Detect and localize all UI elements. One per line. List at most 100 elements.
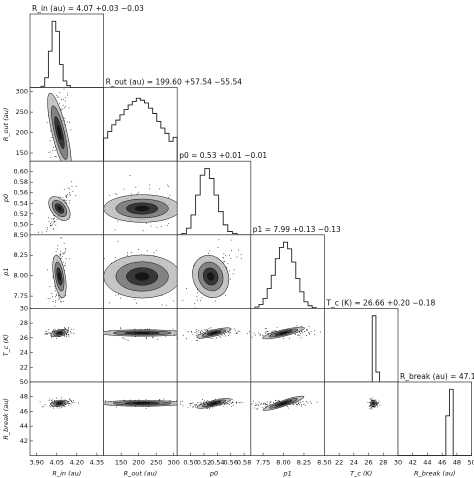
sample-point: [177, 338, 179, 340]
sample-point: [72, 401, 74, 403]
density-Rbreak-Rout: [103, 398, 178, 409]
sample-point: [230, 250, 232, 252]
sample-point: [297, 404, 298, 406]
x-axis-label-Tc: T_c (K): [350, 470, 372, 478]
sample-point: [61, 237, 63, 239]
sample-point: [63, 300, 65, 302]
sample-point: [369, 398, 371, 400]
x-tick-label: 8.25: [297, 459, 311, 467]
sample-point: [197, 402, 199, 404]
sample-point: [275, 399, 277, 401]
panel-Rbreak-Rbreak: [397, 381, 472, 457]
sample-point: [123, 188, 125, 190]
title-Tc: T_c (K) = 26.66 +0.20 −0.18: [325, 298, 435, 307]
sample-point: [271, 330, 273, 332]
sample-point: [296, 403, 298, 405]
sample-point: [205, 401, 207, 402]
sample-point: [53, 217, 55, 219]
sample-point: [294, 402, 296, 404]
sample-point: [58, 295, 60, 297]
sample-point: [65, 247, 66, 249]
sample-point: [203, 401, 205, 403]
sample-point: [75, 195, 77, 197]
sample-point: [48, 217, 50, 219]
sample-point: [160, 226, 162, 228]
sample-point: [190, 402, 192, 404]
y-tick-label: 0.54: [14, 199, 28, 207]
sample-point: [307, 402, 309, 404]
sample-point: [130, 252, 132, 253]
histogram-p0: [177, 168, 251, 236]
contour-level: [207, 272, 215, 281]
sample-point: [62, 255, 63, 257]
contour-level: [134, 331, 151, 335]
sample-point: [65, 199, 67, 201]
contour-level: [210, 402, 218, 405]
sample-point: [63, 253, 64, 255]
panel-frame: [103, 381, 178, 456]
panel-frame: [176, 308, 252, 383]
sample-point: [49, 140, 51, 142]
x-tick-label: 44: [423, 459, 431, 467]
sample-point: [68, 202, 70, 204]
sample-point: [177, 279, 178, 281]
sample-point: [63, 261, 65, 263]
sample-point: [292, 403, 294, 405]
sample-point: [65, 258, 67, 260]
sample-point: [53, 222, 55, 224]
sample-point: [201, 329, 203, 331]
panel-Rbreak-p0: [176, 381, 252, 456]
sample-point: [46, 229, 48, 231]
title-p0: p0 = 0.53 +0.01 −0.01: [179, 151, 267, 160]
sample-point: [56, 337, 57, 339]
sample-point: [298, 402, 300, 404]
density-Tc-Rin: [44, 326, 75, 339]
sample-point: [63, 98, 65, 100]
sample-point: [64, 264, 66, 266]
sample-point: [49, 405, 51, 407]
contour-level: [57, 125, 62, 140]
sample-point: [206, 329, 208, 331]
sample-point: [196, 292, 198, 294]
sample-point: [155, 250, 157, 252]
sample-point: [73, 333, 75, 334]
sample-point: [212, 337, 214, 339]
sample-point: [61, 109, 62, 111]
sample-point: [203, 329, 205, 331]
panel-Rin-Rin: [29, 13, 104, 89]
sample-point: [59, 255, 61, 257]
sample-point: [267, 330, 269, 332]
sample-point: [200, 300, 202, 302]
sample-point: [55, 294, 57, 296]
sample-point: [265, 332, 267, 334]
sample-point: [314, 334, 316, 336]
y-axis-label-p0: p0: [2, 194, 10, 203]
density-Rbreak-p0: [179, 398, 244, 409]
sample-point: [69, 398, 70, 400]
sample-point: [270, 401, 272, 403]
sample-point: [376, 405, 378, 407]
sample-point: [68, 335, 70, 337]
sample-point: [371, 408, 373, 410]
panel-Tc-Rout: [103, 308, 178, 383]
sample-point: [309, 333, 311, 335]
y-tick-label: 250: [16, 108, 28, 116]
sample-point: [59, 92, 61, 93]
sample-point: [65, 200, 67, 202]
sample-point: [73, 400, 75, 402]
sample-point: [186, 337, 187, 339]
sample-point: [55, 290, 57, 292]
sample-point: [44, 333, 46, 335]
sample-point: [210, 337, 212, 339]
sample-point: [299, 333, 301, 334]
sample-point: [103, 258, 105, 259]
sample-point: [45, 231, 47, 233]
sample-point: [278, 400, 280, 402]
sample-point: [65, 201, 67, 203]
contour-level: [279, 331, 288, 335]
x-tick-label: 8.00: [276, 459, 290, 467]
sample-point: [123, 337, 125, 339]
sample-point: [223, 405, 225, 407]
sample-point: [189, 403, 191, 405]
sample-point: [259, 335, 261, 337]
